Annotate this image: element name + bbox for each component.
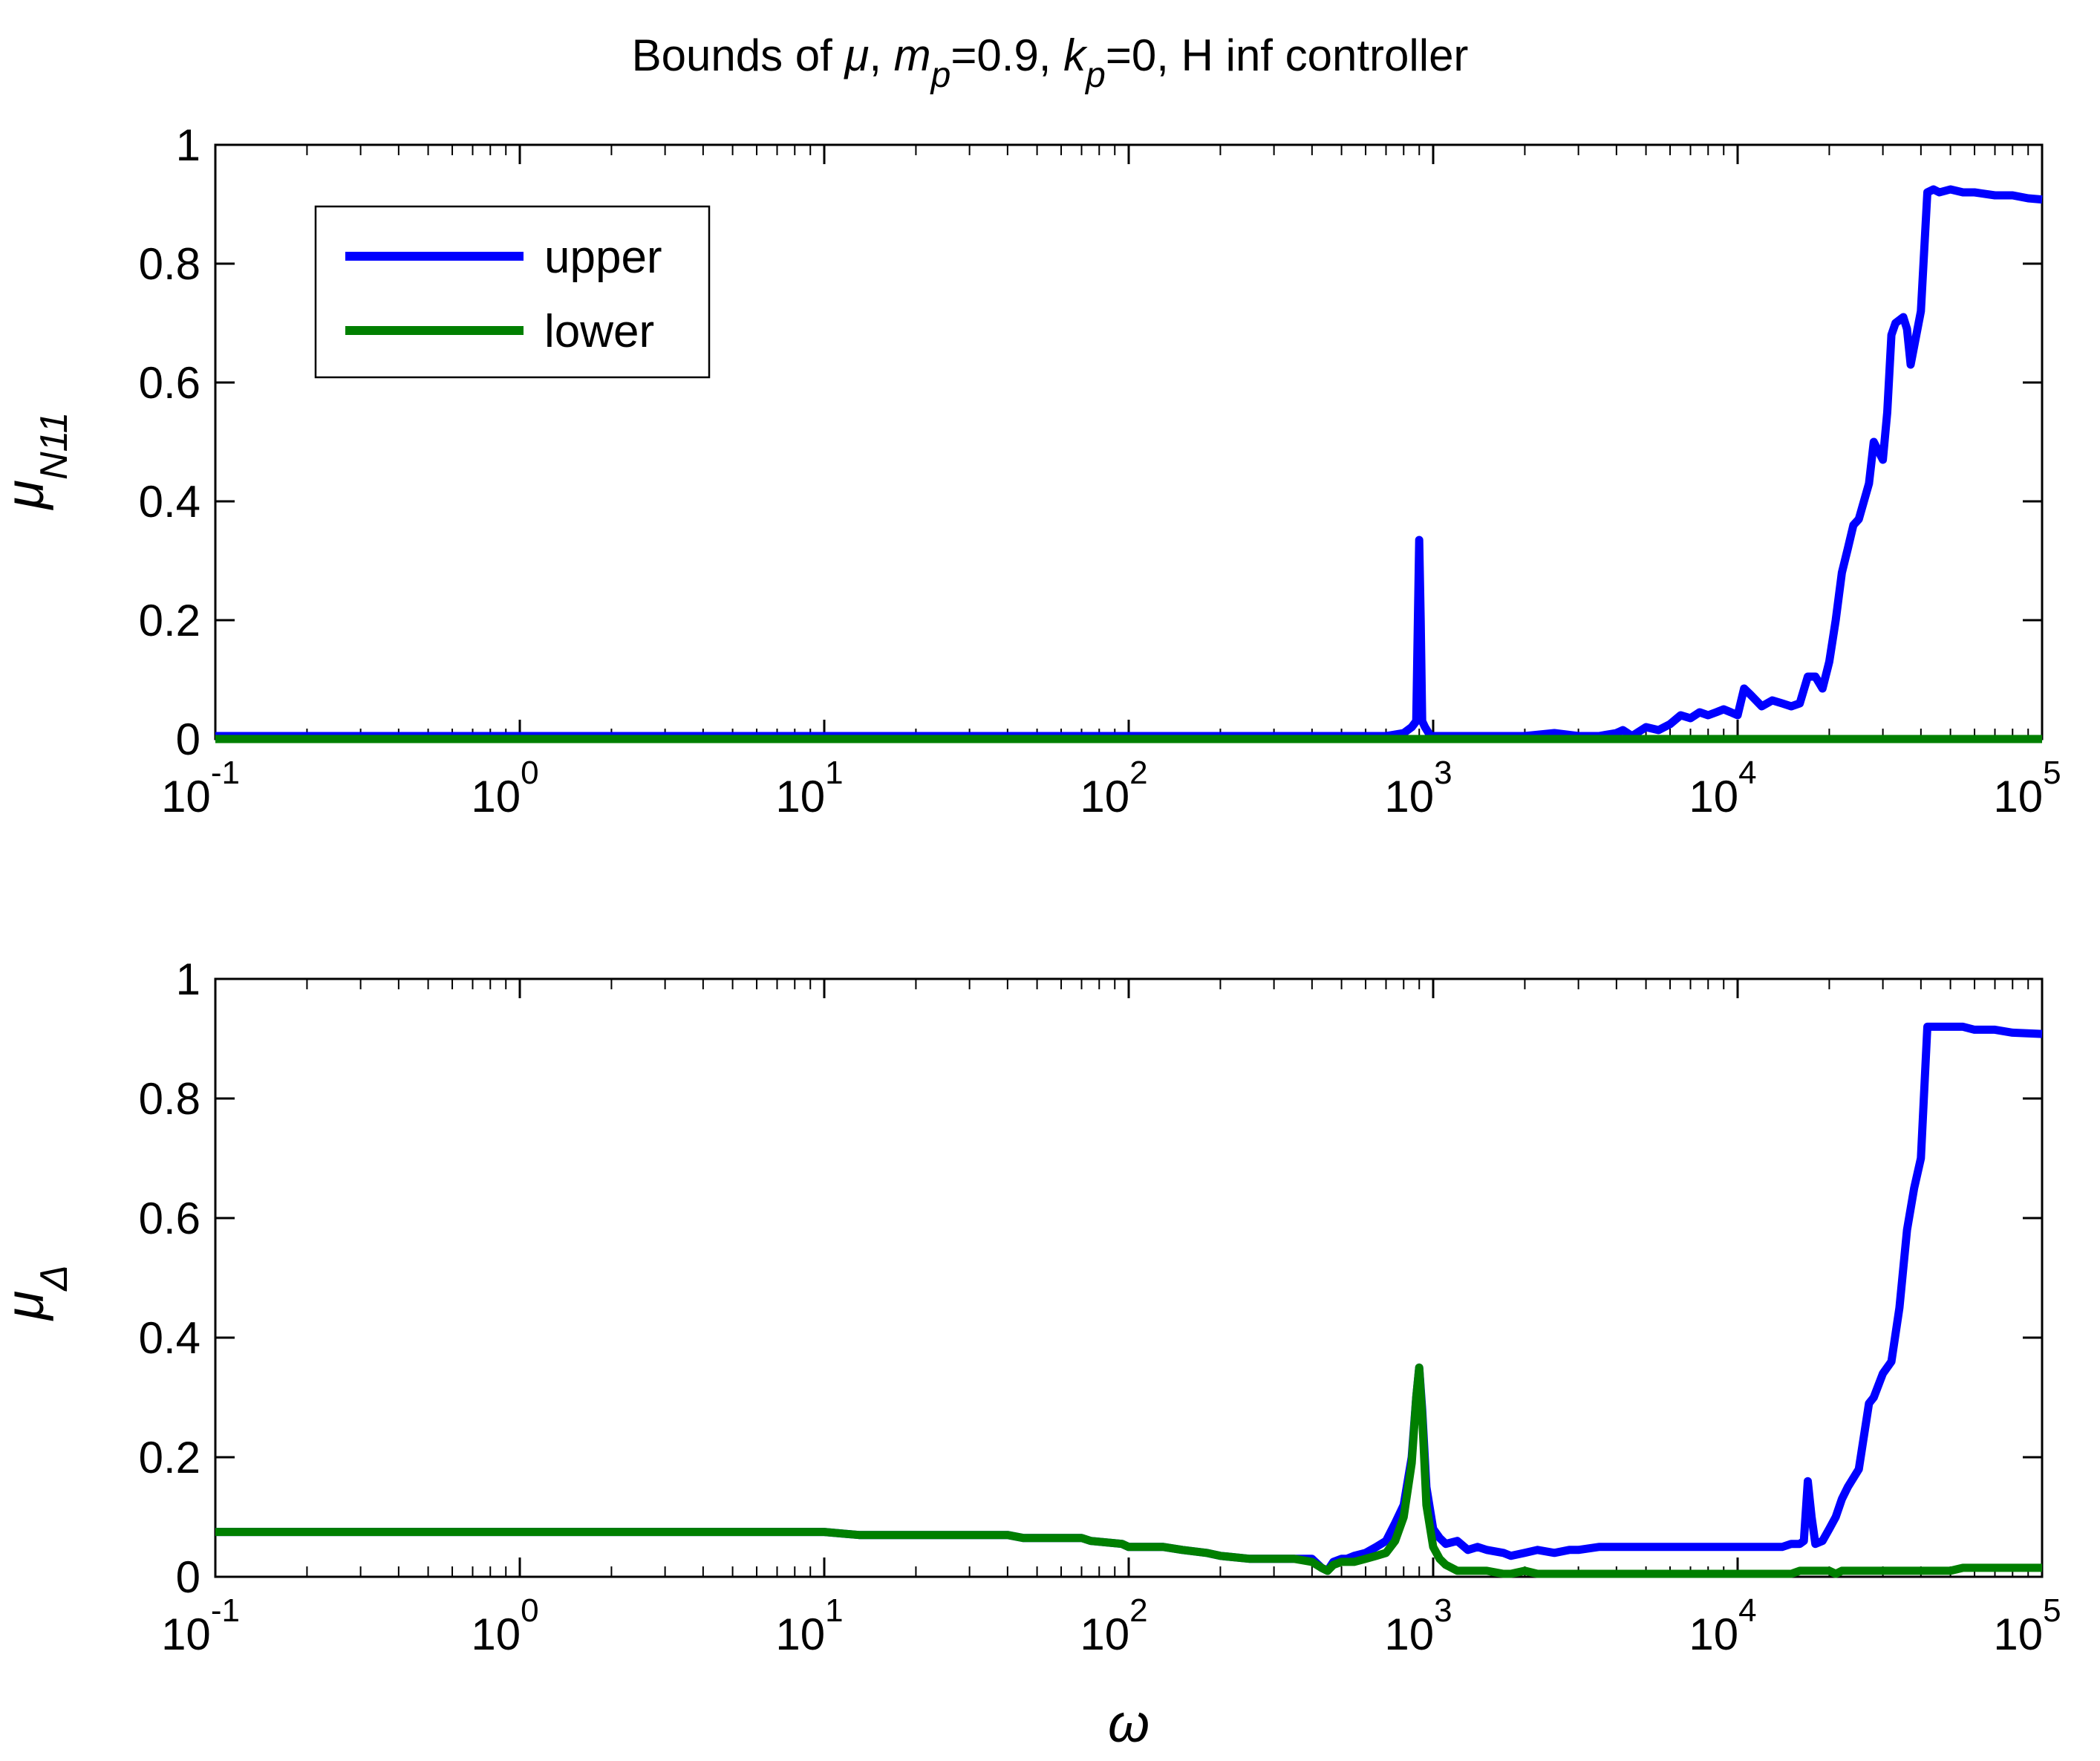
bottom-ticks (214, 977, 2044, 1578)
bottom-plot-area (214, 977, 2044, 1578)
x-tick-base: 10 (161, 772, 211, 821)
x-tick-exponent: 2 (1129, 1592, 1147, 1629)
x-tick-exponent: 4 (1738, 1592, 1756, 1629)
x-tick-label: 101 (775, 1592, 843, 1659)
y-tick-label: 0.2 (139, 596, 200, 645)
bottom-series-group (215, 1022, 2043, 1578)
top-y-axis-label: μN11 (0, 412, 76, 511)
x-tick-exponent: -1 (211, 1592, 240, 1629)
x-tick-base: 10 (1993, 1609, 2043, 1659)
x-tick-label: 102 (1080, 755, 1147, 821)
x-tick-exponent: -1 (211, 755, 240, 791)
bottom-y-axis-label: μΔ (0, 1265, 76, 1321)
x-axis-label: ω (1108, 1694, 1150, 1754)
x-tick-base: 10 (1080, 772, 1129, 821)
x-tick-label: 100 (471, 755, 538, 821)
x-tick-exponent: 1 (825, 1592, 843, 1629)
x-tick-label: 103 (1384, 1592, 1452, 1659)
x-tick-label: 104 (1689, 1592, 1756, 1659)
x-tick-label: 104 (1689, 755, 1756, 821)
x-tick-base: 10 (1689, 772, 1738, 821)
y-tick-label: 0.6 (139, 1194, 200, 1243)
x-tick-base: 10 (1993, 772, 2043, 821)
x-tick-exponent: 4 (1738, 755, 1756, 791)
x-tick-exponent: 3 (1434, 755, 1452, 791)
x-tick-label: 101 (775, 755, 843, 821)
x-tick-exponent: 5 (2043, 755, 2061, 791)
y-tick-label: 0.4 (139, 1313, 200, 1363)
x-tick-label: 10-1 (161, 755, 240, 821)
x-tick-base: 10 (1689, 1609, 1738, 1659)
x-tick-exponent: 3 (1434, 1592, 1452, 1629)
x-tick-label: 105 (1993, 1592, 2061, 1659)
x-tick-base: 10 (775, 1609, 825, 1659)
legend: upper lower (314, 205, 711, 379)
x-tick-base: 10 (471, 1609, 521, 1659)
x-tick-label: 105 (1993, 755, 2061, 821)
x-tick-label: 10-1 (161, 1592, 240, 1659)
y-tick-label: 0 (176, 715, 200, 764)
y-tick-label: 0.8 (139, 1074, 200, 1124)
x-tick-exponent: 2 (1129, 755, 1147, 791)
x-tick-exponent: 5 (2043, 1592, 2061, 1629)
chart-title: Bounds of μ, mp=0.9, kp=0, H inf control… (632, 30, 1469, 95)
top-series-group (215, 185, 2043, 743)
series-lower-line (215, 1363, 2042, 1578)
x-tick-label: 102 (1080, 1592, 1147, 1659)
y-tick-label: 0 (176, 1552, 200, 1602)
x-tick-base: 10 (1384, 1609, 1434, 1659)
x-tick-base: 10 (1080, 1609, 1129, 1659)
y-tick-label: 1 (176, 954, 200, 1004)
y-tick-label: 0.4 (139, 477, 200, 527)
x-tick-label: 103 (1384, 755, 1452, 821)
x-tick-exponent: 0 (521, 1592, 538, 1629)
x-tick-base: 10 (775, 772, 825, 821)
legend-box (314, 205, 711, 379)
y-tick-label: 1 (176, 120, 200, 170)
x-tick-label: 100 (471, 1592, 538, 1659)
x-tick-base: 10 (1384, 772, 1434, 821)
x-tick-exponent: 0 (521, 755, 538, 791)
legend-label-lower: lower (544, 306, 654, 357)
y-tick-label: 0.2 (139, 1433, 200, 1482)
x-tick-exponent: 1 (825, 755, 843, 791)
legend-label-upper: upper (544, 232, 662, 283)
x-tick-base: 10 (471, 772, 521, 821)
y-tick-label: 0.8 (139, 239, 200, 289)
y-tick-label: 0.6 (139, 358, 200, 408)
x-tick-base: 10 (161, 1609, 211, 1659)
